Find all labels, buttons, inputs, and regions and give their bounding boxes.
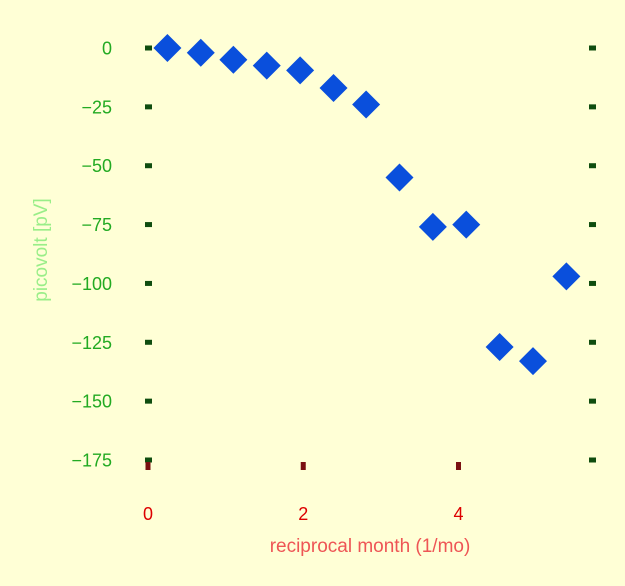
x-tick-label: 2 <box>298 504 308 524</box>
y-tick-label: −150 <box>71 392 112 412</box>
x-tick-mark <box>300 462 306 470</box>
y-tick-label: −125 <box>71 333 112 353</box>
data-point <box>519 347 548 376</box>
y-tick-label: 0 <box>102 39 112 59</box>
y-tick-mark-left <box>145 163 152 169</box>
y-tick-label: −75 <box>81 215 112 235</box>
data-point <box>252 51 281 80</box>
data-point <box>352 90 381 119</box>
y-tick-mark-right <box>589 398 596 404</box>
y-tick-mark-right <box>589 339 596 345</box>
data-point <box>452 210 481 239</box>
data-points <box>153 34 581 376</box>
x-tick-mark <box>145 462 151 470</box>
data-point <box>186 38 215 67</box>
data-point <box>219 45 248 74</box>
x-tick-label: 0 <box>143 504 153 524</box>
y-tick-mark-left <box>145 104 152 110</box>
y-tick-mark-left <box>145 45 152 51</box>
data-point <box>485 332 514 361</box>
x-tick-label: 4 <box>453 504 463 524</box>
data-point <box>319 74 348 103</box>
y-tick-mark-right <box>589 163 596 169</box>
y-tick-label: −25 <box>81 97 112 117</box>
y-tick-label: −175 <box>71 451 112 471</box>
y-tick-mark-right <box>589 280 596 286</box>
y-tick-label: −100 <box>71 274 112 294</box>
y-tick-label: −50 <box>81 156 112 176</box>
data-point <box>552 262 581 291</box>
data-point <box>153 34 182 62</box>
y-tick-mark-left <box>145 280 152 286</box>
y-axis: 0 −25 −50 −75 −100 −125 −150 −175 <box>71 39 596 471</box>
x-axis: 0 2 4 <box>143 462 463 524</box>
x-tick-mark <box>455 462 461 470</box>
y-axis-label: picovolt [pV] <box>31 198 52 302</box>
x-axis-label: reciprocal month (1/mo) <box>270 536 471 557</box>
y-tick-mark-left <box>145 398 152 404</box>
y-tick-mark-right <box>589 104 596 110</box>
data-point <box>385 163 414 192</box>
data-point <box>286 56 315 85</box>
y-tick-mark-right <box>589 457 596 463</box>
y-tick-mark-right <box>589 45 596 51</box>
y-tick-mark-right <box>589 222 596 228</box>
y-tick-mark-left <box>145 339 152 345</box>
data-point <box>418 212 447 241</box>
y-tick-mark-left <box>145 457 152 463</box>
y-tick-mark-left <box>145 222 152 228</box>
